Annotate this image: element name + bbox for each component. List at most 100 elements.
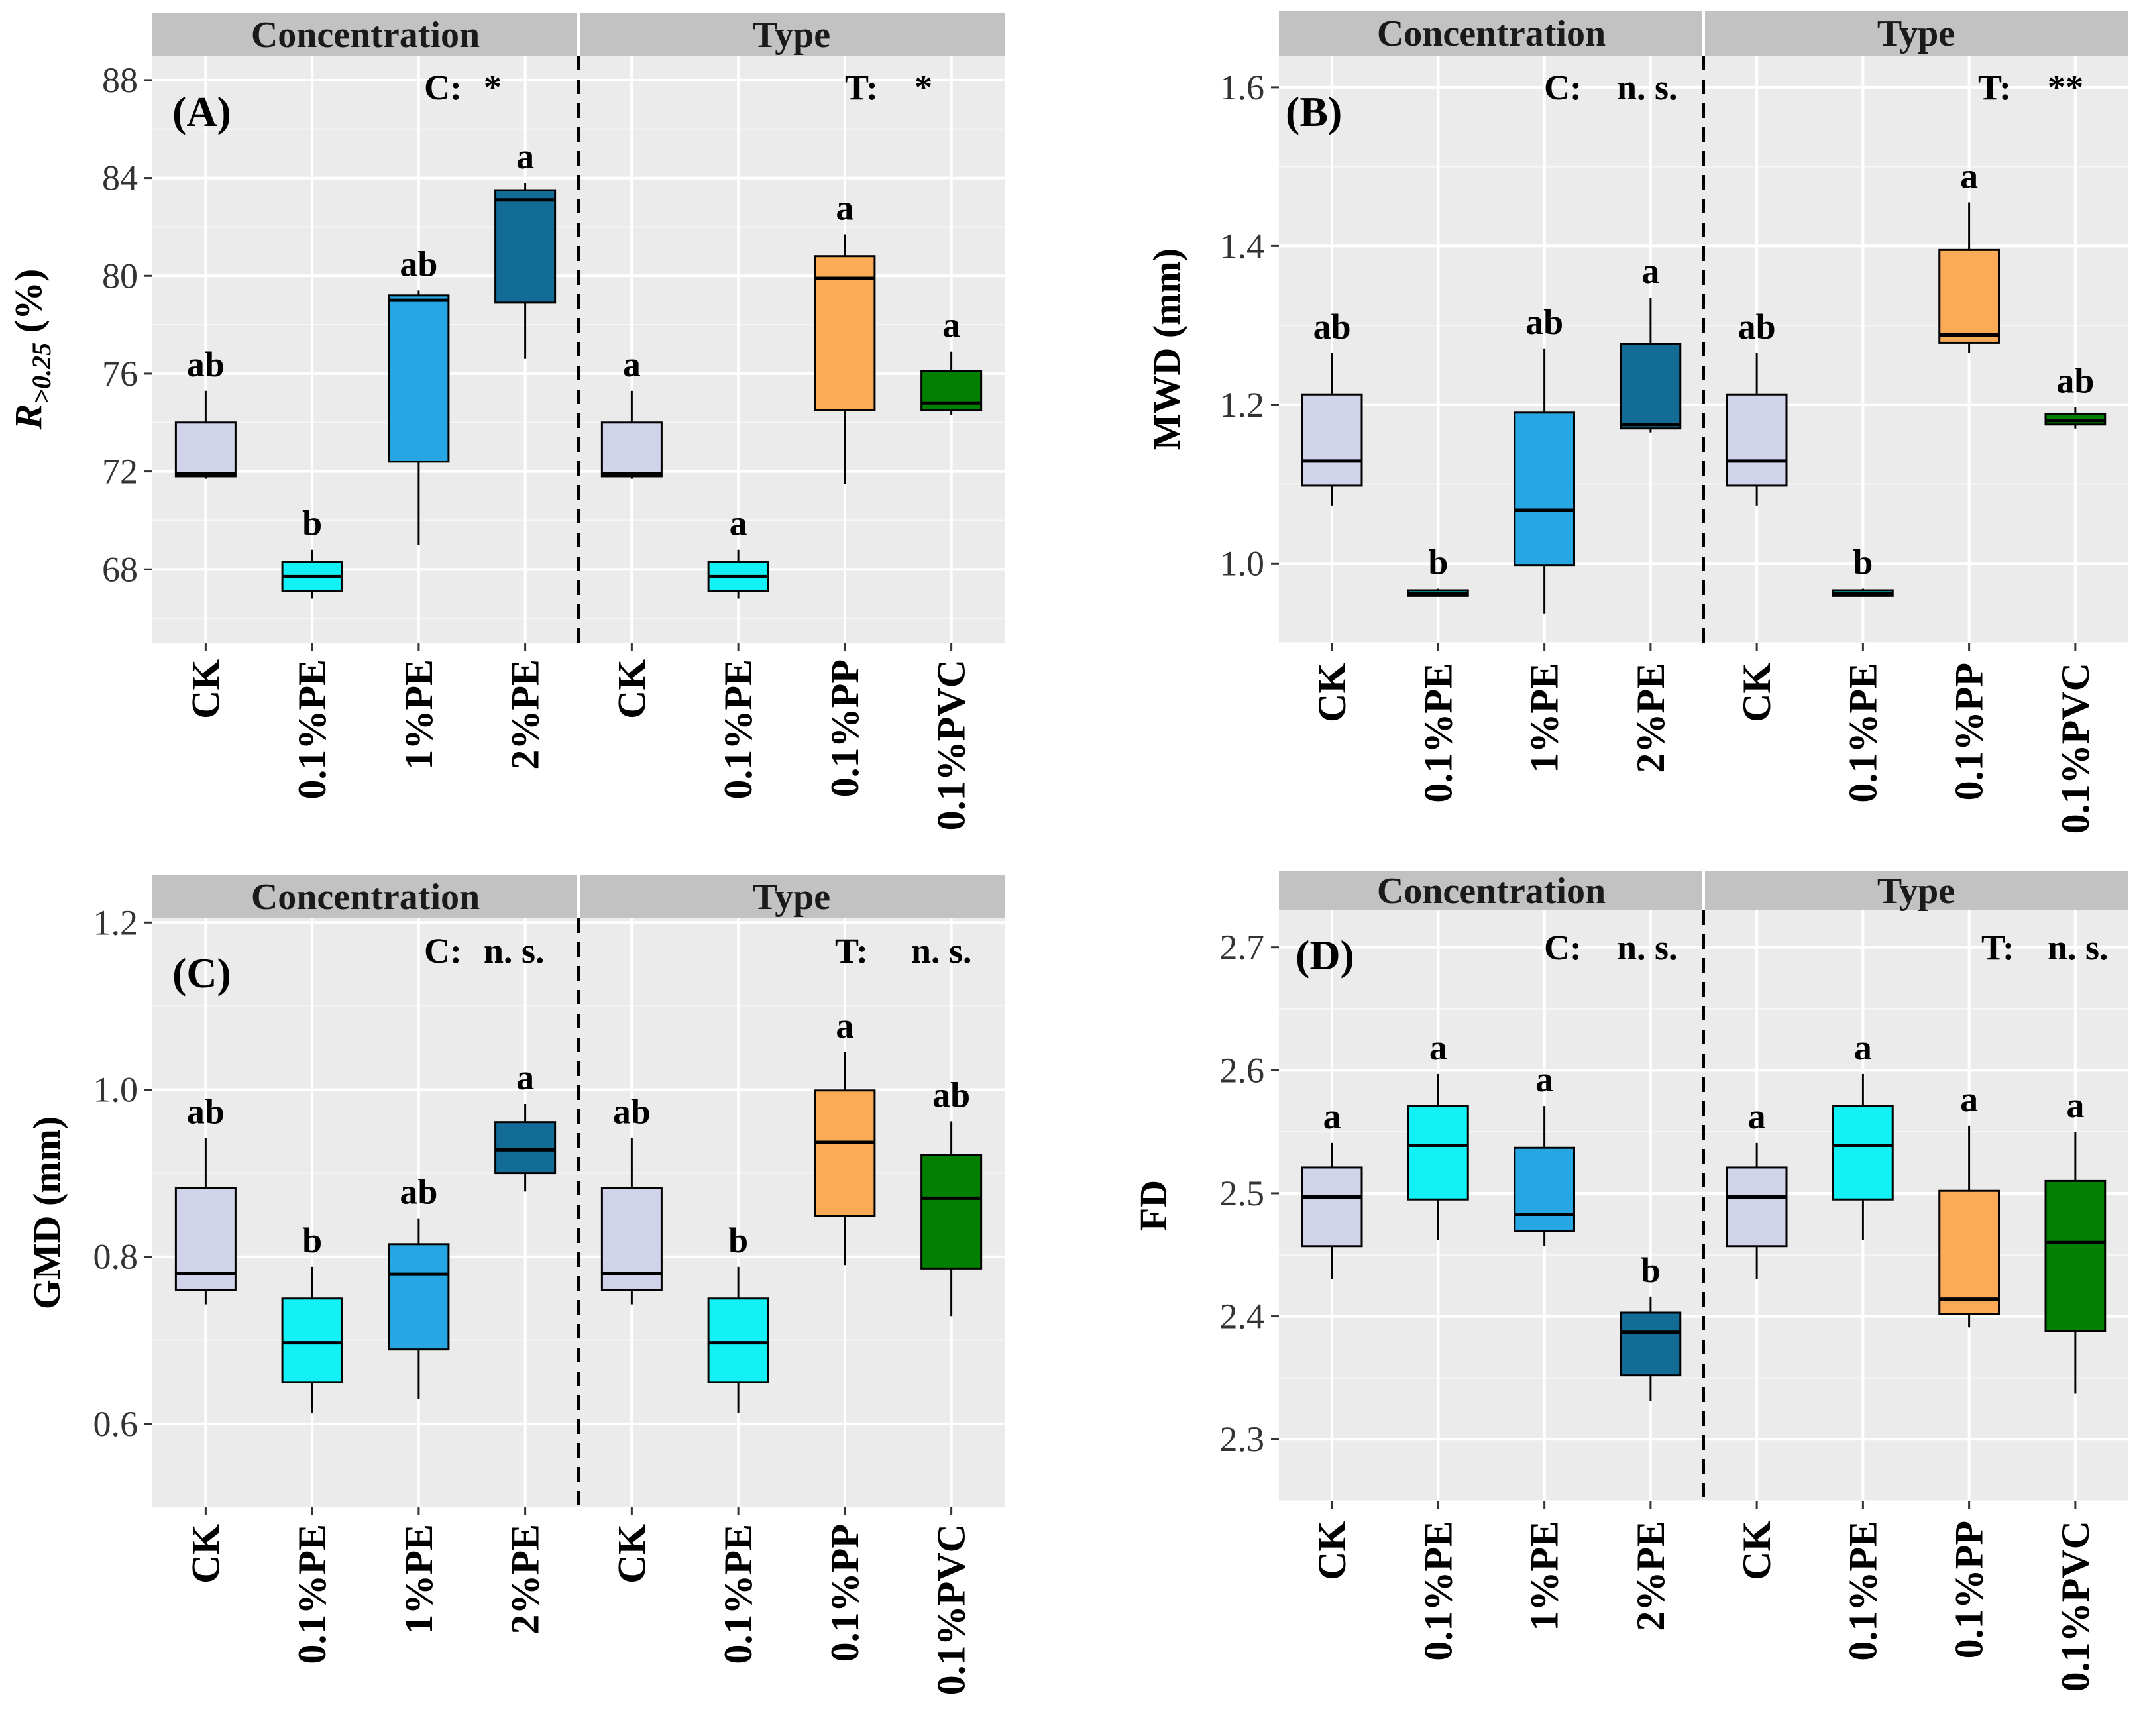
box-body [1301,1166,1363,1248]
boxplot-1-pe: a [1514,1059,1575,1246]
significance-letter: a [516,136,534,176]
x-category-label: 1%PE [1523,1521,1567,1631]
x-category-label: 0.1%PE [1841,1521,1885,1661]
significance-letter: a [836,1006,853,1046]
significance-letter: a [1748,1097,1766,1136]
facet-strip [1279,871,1704,910]
facet-strip [152,13,578,56]
y-tick-label: 84 [102,158,138,198]
y-axis-title: R>0.25 (%) [7,269,56,431]
significance-letter: a [1323,1097,1341,1136]
x-category-label: 0.1%PE [716,659,760,800]
y-axis-title-main: R [7,404,50,431]
x-category-label: CK [1735,663,1779,722]
x-category-label: 0.1%PVC [930,659,973,830]
significance-letter: a [836,188,853,227]
box-body [1407,1105,1469,1201]
facet-test-result: n. s. [911,931,972,971]
boxplot-0-1-pp: a [814,188,876,484]
boxplot-2-pe: a [1620,251,1682,433]
box-body [1726,393,1788,487]
y-tick-label: 1.0 [1220,543,1265,583]
boxplot-0-1-pvc: ab [2044,360,2107,429]
x-category-label: 0.1%PP [823,1524,867,1662]
facet-test-result: n. s. [484,931,545,971]
facet-strip-label: Type [753,877,830,918]
facet-strip-label: Concentration [1377,13,1606,54]
y-tick-label: 2.4 [1220,1297,1265,1336]
box-body [494,1121,557,1175]
box-body [281,1297,343,1383]
x-category-label: CK [1310,1521,1354,1580]
x-category-label: CK [610,659,653,719]
x-category-label: 0.1%PE [290,659,334,800]
significance-letter: a [1960,156,1978,196]
box-body [814,1089,876,1217]
box-body [600,421,663,478]
y-tick-label: 72 [102,452,138,492]
box-body [1832,1105,1894,1201]
y-tick-label: 0.6 [93,1404,138,1444]
significance-letter: ab [400,244,437,284]
boxplot-ck: a [1301,1097,1363,1279]
boxplot-0-1-pe: b [1832,543,1894,597]
facet-strip-label: Type [1877,13,1955,54]
significance-letter: ab [2056,360,2094,400]
boxplot-ck: ab [1726,307,1788,506]
x-category-label: 0.1%PE [1416,663,1460,803]
facet-test-result: ** [2048,68,2083,107]
x-category-label: 1%PE [1523,663,1567,773]
box-body [388,1243,450,1351]
x-category-label: CK [1310,663,1354,722]
significance-letter: a [1535,1059,1553,1099]
significance-letter: ab [1525,302,1563,342]
facet-test-result: n. s. [1617,68,1678,107]
significance-letter: b [1641,1250,1661,1290]
facet-strip-label: Concentration [251,877,480,918]
boxplot-0-1-pe: b [707,1221,769,1413]
x-category-label: 0.1%PP [1948,1521,1991,1658]
significance-letter: b [302,1221,322,1260]
facet-test-result: n. s. [2048,928,2109,967]
significance-letter: a [1854,1028,1872,1067]
box-body [1514,1146,1575,1232]
boxplot-0-1-pe: a [1832,1028,1894,1240]
boxplot-0-1-pp: a [814,1006,876,1266]
facet-test-label: T: [845,68,878,107]
significance-letter: a [1641,251,1659,291]
x-category-label: CK [610,1524,653,1584]
x-category-label: 1%PE [397,659,441,770]
facet-strip-label: Type [753,15,830,56]
box-body [1514,411,1575,567]
facet-strip [578,875,1005,918]
facet-strip [578,13,1005,56]
facet-test-label: T: [835,931,868,971]
boxplot-0-1-pe: b [281,504,343,599]
box-body [174,421,237,478]
significance-letter: a [1960,1079,1978,1119]
y-tick-label: 76 [102,354,138,394]
x-category-label: 0.1%PP [823,659,867,797]
facet-strip [152,875,578,918]
x-category-label: CK [1735,1521,1779,1580]
significance-letter: a [2066,1085,2084,1125]
boxplot-ck: ab [1301,307,1363,506]
boxplot-0-1-pe: a [707,504,769,599]
y-tick-label: 1.4 [1220,226,1265,266]
facet-test-label: C: [424,931,462,971]
boxplot-2-pe: b [1620,1250,1682,1401]
boxplot-0-1-pe: b [1407,543,1469,597]
boxplot-ck: a [600,345,663,479]
boxplot-0-1-pvc: a [920,305,983,415]
y-tick-label: 1.2 [1220,385,1265,425]
facet-strip-label: Type [1877,871,1955,912]
y-tick-label: 1.6 [1220,68,1265,107]
y-axis-title: GMD (mm) [25,1116,68,1310]
x-category-label: 0.1%PVC [2054,663,2097,834]
x-category-label: CK [184,659,227,719]
y-tick-label: 2.5 [1220,1173,1265,1213]
facet-test-label: C: [1544,68,1582,107]
significance-letter: a [516,1058,534,1097]
